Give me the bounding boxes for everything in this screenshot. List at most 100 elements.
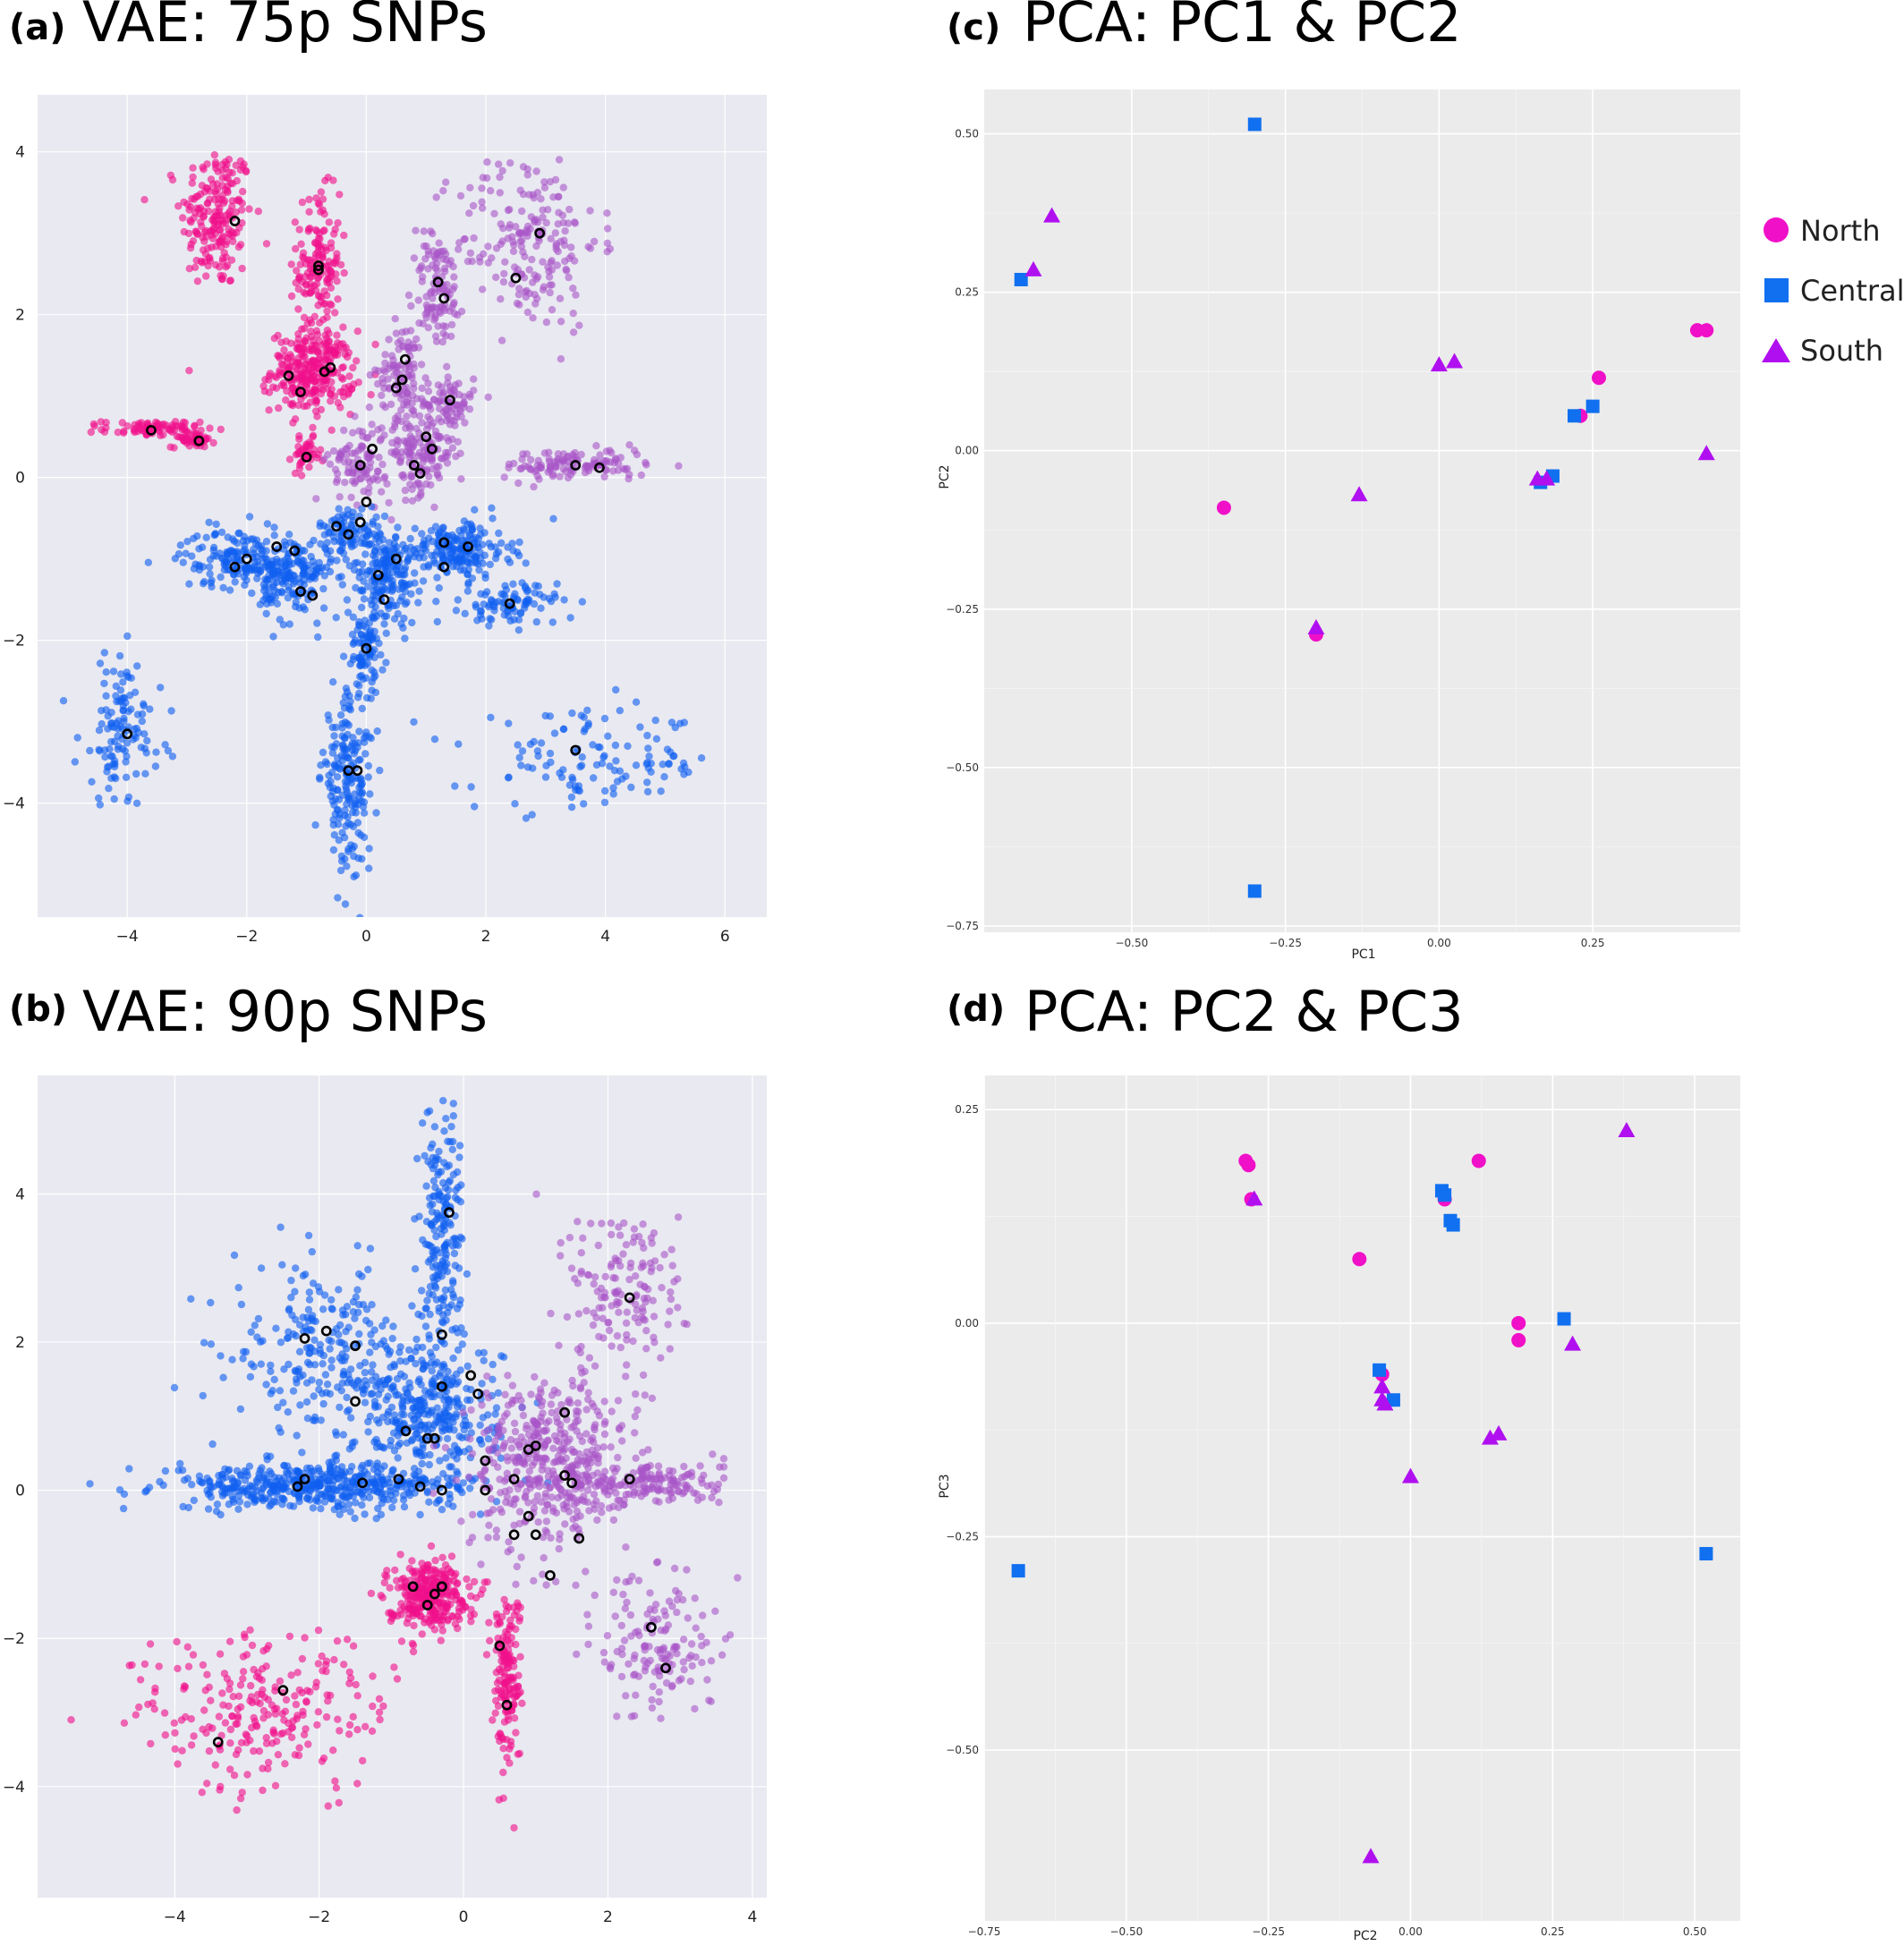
x-tick-label: 2 xyxy=(481,928,491,946)
scatter-point-north xyxy=(297,378,306,386)
centroid-marker xyxy=(390,382,402,394)
scatter-point-central xyxy=(303,1494,311,1502)
scatter-point-north xyxy=(323,327,332,335)
scatter-point-north xyxy=(307,374,315,383)
scatter-point-south xyxy=(470,234,478,242)
scatter-point-south xyxy=(511,1397,519,1405)
scatter-point-central xyxy=(151,762,160,770)
scatter-point-south xyxy=(387,352,396,360)
scatter-point-central xyxy=(141,769,149,778)
panel-c-title: PCA: PC1 & PC2 xyxy=(1023,0,1462,55)
scatter-point-central xyxy=(651,716,659,725)
scatter-point-south xyxy=(535,1395,544,1403)
scatter-point-central xyxy=(446,1463,454,1471)
scatter-point-central xyxy=(423,1109,431,1117)
scatter-point-central xyxy=(292,1264,300,1272)
scatter-point-central xyxy=(307,552,315,561)
scatter-point-central xyxy=(368,1389,377,1398)
scatter-point-south xyxy=(363,466,371,474)
scatter-point-central xyxy=(396,1370,405,1379)
scatter-point-south xyxy=(496,1475,504,1483)
scatter-point-south xyxy=(479,285,487,293)
scatter-point-central xyxy=(407,590,415,599)
scatter-point-central xyxy=(414,599,422,607)
scatter-point-central xyxy=(697,754,706,762)
scatter-point-south xyxy=(420,227,428,235)
scatter-point-central xyxy=(215,1472,223,1480)
scatter-point-south xyxy=(497,220,505,228)
scatter-point-south xyxy=(516,186,524,194)
scatter-point-south xyxy=(574,1310,583,1318)
scatter-point-south xyxy=(527,455,535,464)
scatter-point-south xyxy=(378,460,387,469)
scatter-point-central xyxy=(332,614,340,622)
scatter-point-north xyxy=(331,309,339,317)
scatter-point-central xyxy=(292,598,300,607)
scatter-point-south xyxy=(501,1390,509,1399)
scatter-point-central xyxy=(559,725,568,733)
scatter-point-south xyxy=(539,1534,548,1542)
scatter-point-central xyxy=(445,1424,453,1432)
scatter-point-south xyxy=(665,1466,674,1475)
scatter-point-south xyxy=(461,419,469,427)
scatter-point-north xyxy=(300,254,308,262)
scatter-point-central xyxy=(548,618,557,626)
scatter-point-central xyxy=(231,578,239,586)
scatter-point-central xyxy=(339,549,348,557)
scatter-point-north xyxy=(301,353,309,361)
y-tick-label: −4 xyxy=(3,795,25,813)
scatter-point-central xyxy=(368,1338,376,1347)
scatter-point-central xyxy=(364,761,372,770)
scatter-point-south xyxy=(601,1417,609,1426)
scatter-point-central xyxy=(336,711,345,719)
scatter-point-central xyxy=(371,1401,379,1409)
scatter-point-central xyxy=(436,1457,444,1465)
scatter-point-south xyxy=(547,259,555,267)
scatter-point-south xyxy=(565,1435,574,1443)
scatter-point-north xyxy=(314,355,323,364)
scatter-point-north xyxy=(186,202,194,211)
scatter-point-south xyxy=(591,1425,599,1434)
scatter-point-central xyxy=(302,1398,311,1406)
scatter-point-central xyxy=(349,613,358,621)
scatter-point-south xyxy=(466,183,474,191)
scatter-point-south xyxy=(644,1474,652,1482)
scatter-point-central xyxy=(319,748,327,757)
scatter-point-south xyxy=(366,458,375,467)
scatter-point-central xyxy=(353,1242,361,1250)
scatter-point-central xyxy=(362,1316,370,1325)
scatter-point-central xyxy=(413,1154,421,1163)
scatter-point-central xyxy=(380,1444,388,1452)
scatter-point-central xyxy=(350,565,359,574)
scatter-point-north xyxy=(317,389,326,398)
scatter-point-south xyxy=(442,404,450,413)
scatter-point-south xyxy=(548,1391,557,1399)
scatter-point-central xyxy=(515,753,523,761)
scatter-point-central xyxy=(250,1363,258,1371)
scatter-point-central xyxy=(339,652,348,660)
scatter-point-central xyxy=(584,721,592,730)
scatter-point-north xyxy=(204,261,212,270)
scatter-point-south xyxy=(609,1464,617,1473)
scatter-point-central xyxy=(234,553,242,561)
scatter-point-north xyxy=(288,399,297,408)
scatter-point-north xyxy=(334,295,342,303)
scatter-point-central xyxy=(380,620,388,628)
scatter-point-south xyxy=(557,1457,565,1465)
scatter-point-central xyxy=(339,699,347,707)
scatter-point-north xyxy=(276,353,284,362)
scatter-point-central xyxy=(439,1296,447,1304)
scatter-point-south xyxy=(591,1273,599,1281)
scatter-point-central xyxy=(434,1496,443,1505)
scatter-point-central xyxy=(346,776,354,784)
scatter-point-north xyxy=(319,316,327,324)
scatter-point-south xyxy=(432,193,440,201)
scatter-point-central xyxy=(419,577,428,585)
scatter-point-central xyxy=(107,709,115,717)
scatter-point-central xyxy=(308,1376,316,1384)
scatter-point-south xyxy=(570,218,579,226)
scatter-point-south xyxy=(586,244,595,252)
scatter-point-south xyxy=(455,245,463,253)
scatter-point-central xyxy=(440,1127,448,1135)
